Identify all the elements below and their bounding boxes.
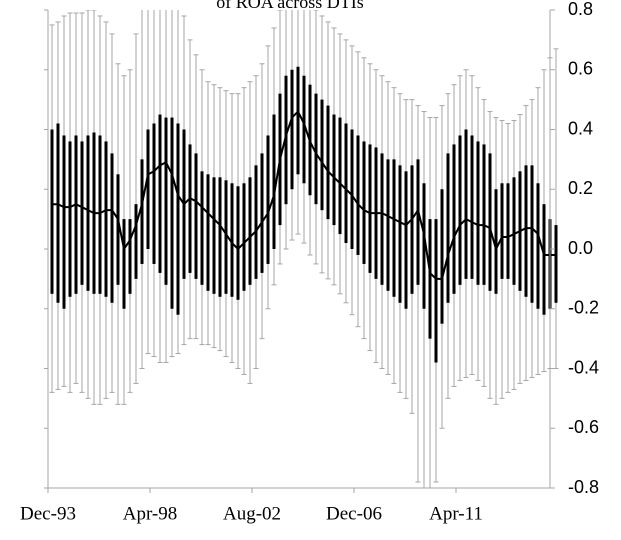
box — [134, 204, 138, 279]
box — [272, 114, 276, 249]
box — [74, 135, 78, 294]
box — [392, 159, 396, 297]
box — [458, 135, 462, 285]
box — [302, 75, 306, 184]
plot-area — [49, 10, 559, 488]
box — [536, 183, 540, 309]
box — [326, 105, 330, 220]
box — [470, 135, 474, 279]
box — [554, 225, 558, 303]
box — [488, 153, 492, 291]
box — [176, 123, 180, 315]
box — [368, 144, 372, 273]
box — [320, 99, 324, 211]
box — [98, 135, 102, 294]
box — [242, 183, 246, 291]
box — [494, 189, 498, 294]
box — [314, 93, 318, 205]
y-tick-label: -0.6 — [568, 417, 599, 437]
box — [284, 75, 288, 205]
box — [410, 165, 414, 294]
y-tick-label: 0.6 — [568, 59, 593, 79]
box — [512, 177, 516, 285]
y-tick-label: 0.8 — [568, 0, 593, 19]
box — [68, 141, 72, 297]
box — [422, 183, 426, 309]
box — [356, 135, 360, 255]
x-tick-label: Aug-02 — [223, 503, 281, 524]
box — [254, 165, 258, 279]
box — [398, 165, 402, 303]
box — [236, 186, 240, 300]
x-tick-label: Dec-93 — [20, 503, 76, 524]
box — [248, 177, 252, 285]
box — [542, 204, 546, 315]
y-tick-label: 0.0 — [568, 238, 593, 258]
box — [224, 180, 228, 294]
box — [440, 189, 444, 324]
box — [344, 123, 348, 244]
y-tick-label: -0.8 — [568, 477, 599, 497]
box — [362, 141, 366, 264]
box — [110, 153, 114, 303]
box — [290, 69, 294, 190]
box — [524, 165, 528, 297]
box — [452, 144, 456, 294]
box — [380, 153, 384, 285]
box — [56, 123, 60, 303]
box — [200, 171, 204, 285]
box — [146, 129, 150, 249]
box — [170, 117, 174, 309]
box — [158, 114, 162, 273]
box — [50, 129, 54, 294]
box — [218, 177, 222, 297]
box — [128, 219, 132, 294]
box — [530, 165, 534, 303]
box — [104, 141, 108, 297]
x-tick-label: Dec-06 — [326, 503, 382, 524]
chart-title: of ROA across DTIs — [216, 0, 363, 12]
box — [386, 159, 390, 291]
box — [152, 123, 156, 264]
box — [80, 141, 84, 285]
box — [332, 114, 336, 226]
box — [434, 219, 438, 363]
box — [464, 129, 468, 279]
box — [62, 135, 66, 309]
box — [416, 159, 420, 285]
y-tick-label: 0.4 — [568, 118, 593, 138]
x-tick-label: Apr-11 — [429, 503, 483, 524]
box — [188, 144, 192, 273]
box — [230, 183, 234, 297]
box — [476, 141, 480, 285]
box — [266, 135, 270, 264]
y-tick-label: -0.2 — [568, 298, 599, 318]
box — [482, 144, 486, 285]
box — [500, 183, 504, 279]
box — [212, 177, 216, 294]
box — [296, 66, 300, 175]
box — [350, 129, 354, 249]
x-tick-label: Apr-98 — [123, 503, 178, 524]
box — [428, 219, 432, 339]
box — [260, 153, 264, 273]
box — [86, 135, 90, 291]
box — [164, 117, 168, 285]
box — [116, 174, 120, 285]
box — [140, 159, 144, 264]
box — [446, 153, 450, 303]
box — [506, 183, 510, 279]
y-tick-label: -0.4 — [568, 357, 599, 377]
box — [404, 171, 408, 309]
box — [206, 174, 210, 291]
box — [194, 153, 198, 279]
box — [338, 117, 342, 235]
median-line — [52, 109, 556, 280]
y-tick-label: 0.2 — [568, 178, 593, 198]
box — [122, 219, 126, 309]
